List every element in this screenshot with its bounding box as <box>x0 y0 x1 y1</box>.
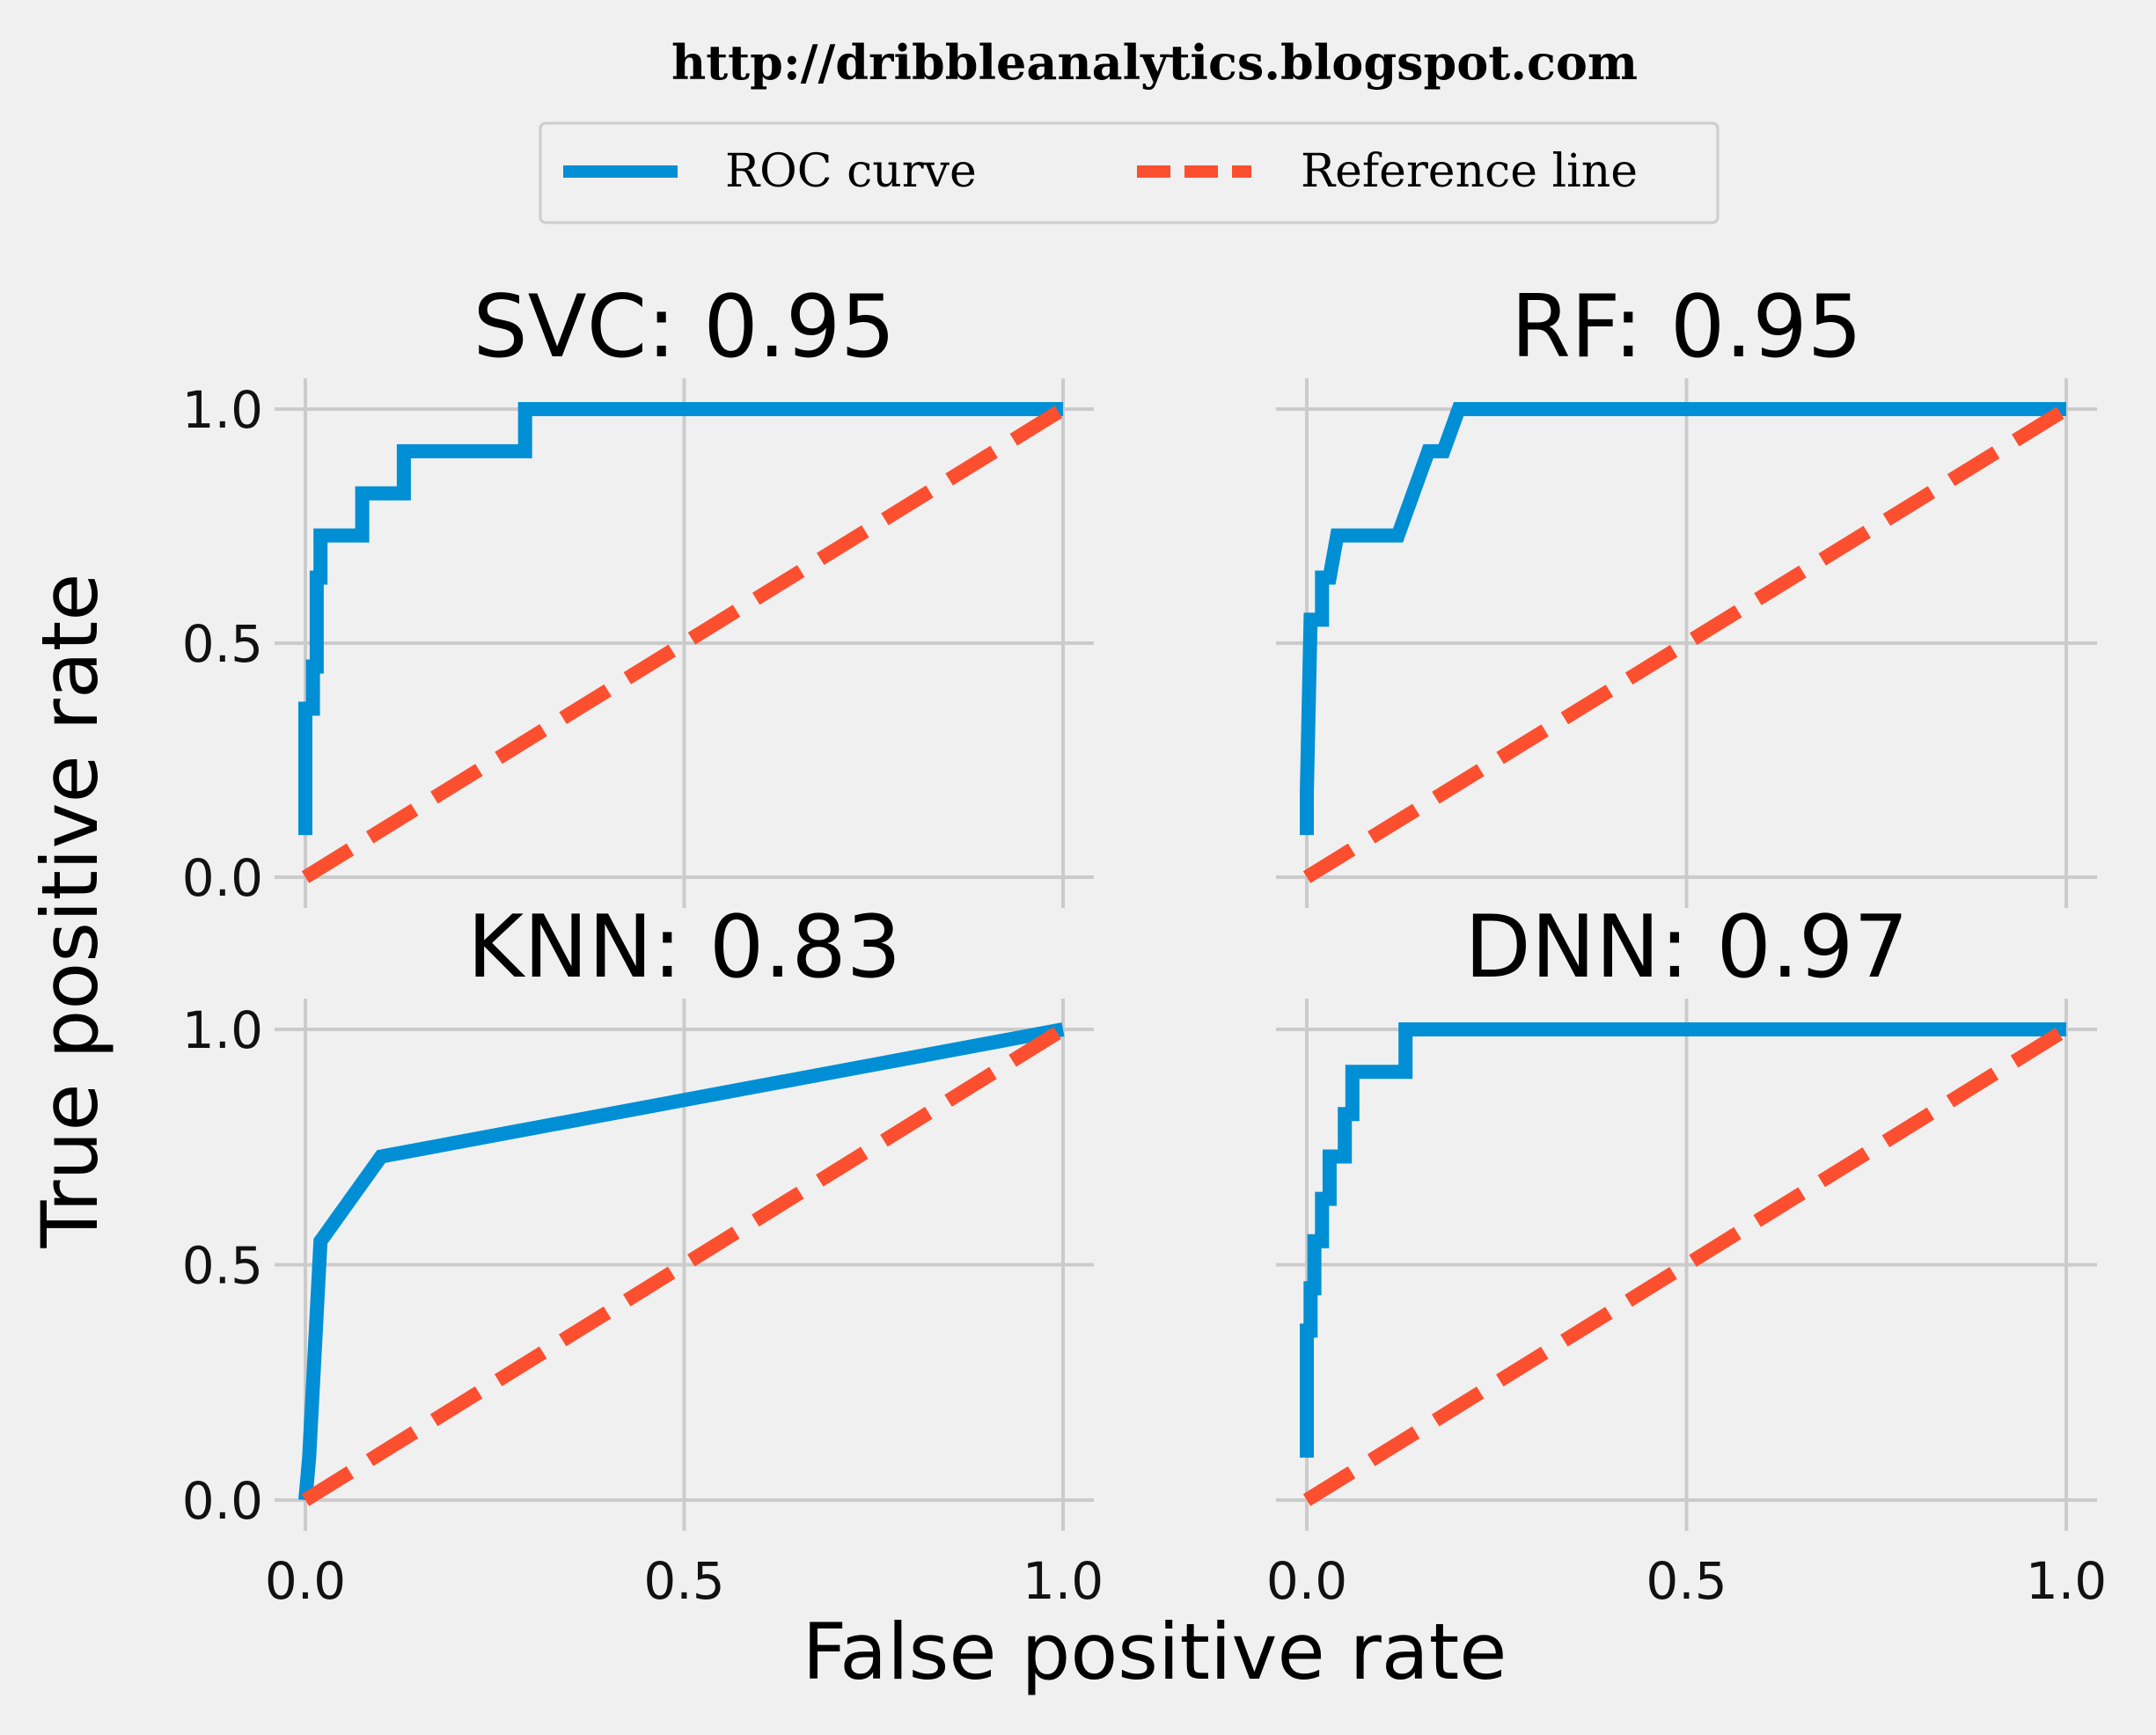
y-tick-label: 0.0 <box>182 1471 263 1531</box>
panel-title: KNN: 0.83 <box>467 897 901 998</box>
panel-4: 0.0 0.5 1.0 DNN: 0.97 <box>1266 897 2107 1611</box>
roc-curve <box>298 1022 1065 1501</box>
legend: ROC curve Reference line <box>539 121 1720 224</box>
x-tick-label: 0.0 <box>1266 1551 1347 1611</box>
legend-roc-label: ROC curve <box>725 145 977 198</box>
panel-title: SVC: 0.95 <box>473 277 895 377</box>
x-tick-label: 1.0 <box>2026 1551 2107 1611</box>
x-tick-label: 1.0 <box>1023 1551 1104 1611</box>
source-url: http://dribbleanalytics.blogspot.com <box>671 34 1638 91</box>
x-tick-label: 0.5 <box>643 1551 724 1611</box>
y-tick-label: 0.5 <box>182 1236 263 1296</box>
legend-box <box>539 121 1720 224</box>
legend-ref-label: Reference line <box>1301 145 1638 198</box>
panel-3: 0.0 0.5 1.0 0.0 0.5 1.0 KNN: 0.83 <box>182 897 1104 1611</box>
y-tick-label: 0.5 <box>182 614 263 674</box>
panel-1: 0.0 0.5 1.0 SVC: 0.95 <box>182 277 1094 908</box>
x-axis-label: False positive rate <box>803 1607 1507 1697</box>
panel-title: RF: 0.95 <box>1511 277 1862 377</box>
x-tick-label: 0.5 <box>1646 1551 1727 1611</box>
y-axis-label: True positive rate <box>25 574 115 1249</box>
x-tick-label: 0.0 <box>265 1551 346 1611</box>
roc-curve <box>1300 1022 2066 1458</box>
roc-curve <box>298 402 1063 836</box>
panel-2: RF: 0.95 <box>1276 277 2097 908</box>
y-tick-label: 1.0 <box>182 1000 263 1060</box>
y-tick-label: 0.0 <box>182 848 263 908</box>
y-tick-label: 1.0 <box>182 380 263 440</box>
roc-curve <box>1300 402 2066 836</box>
panel-title: DNN: 0.97 <box>1464 897 1908 998</box>
